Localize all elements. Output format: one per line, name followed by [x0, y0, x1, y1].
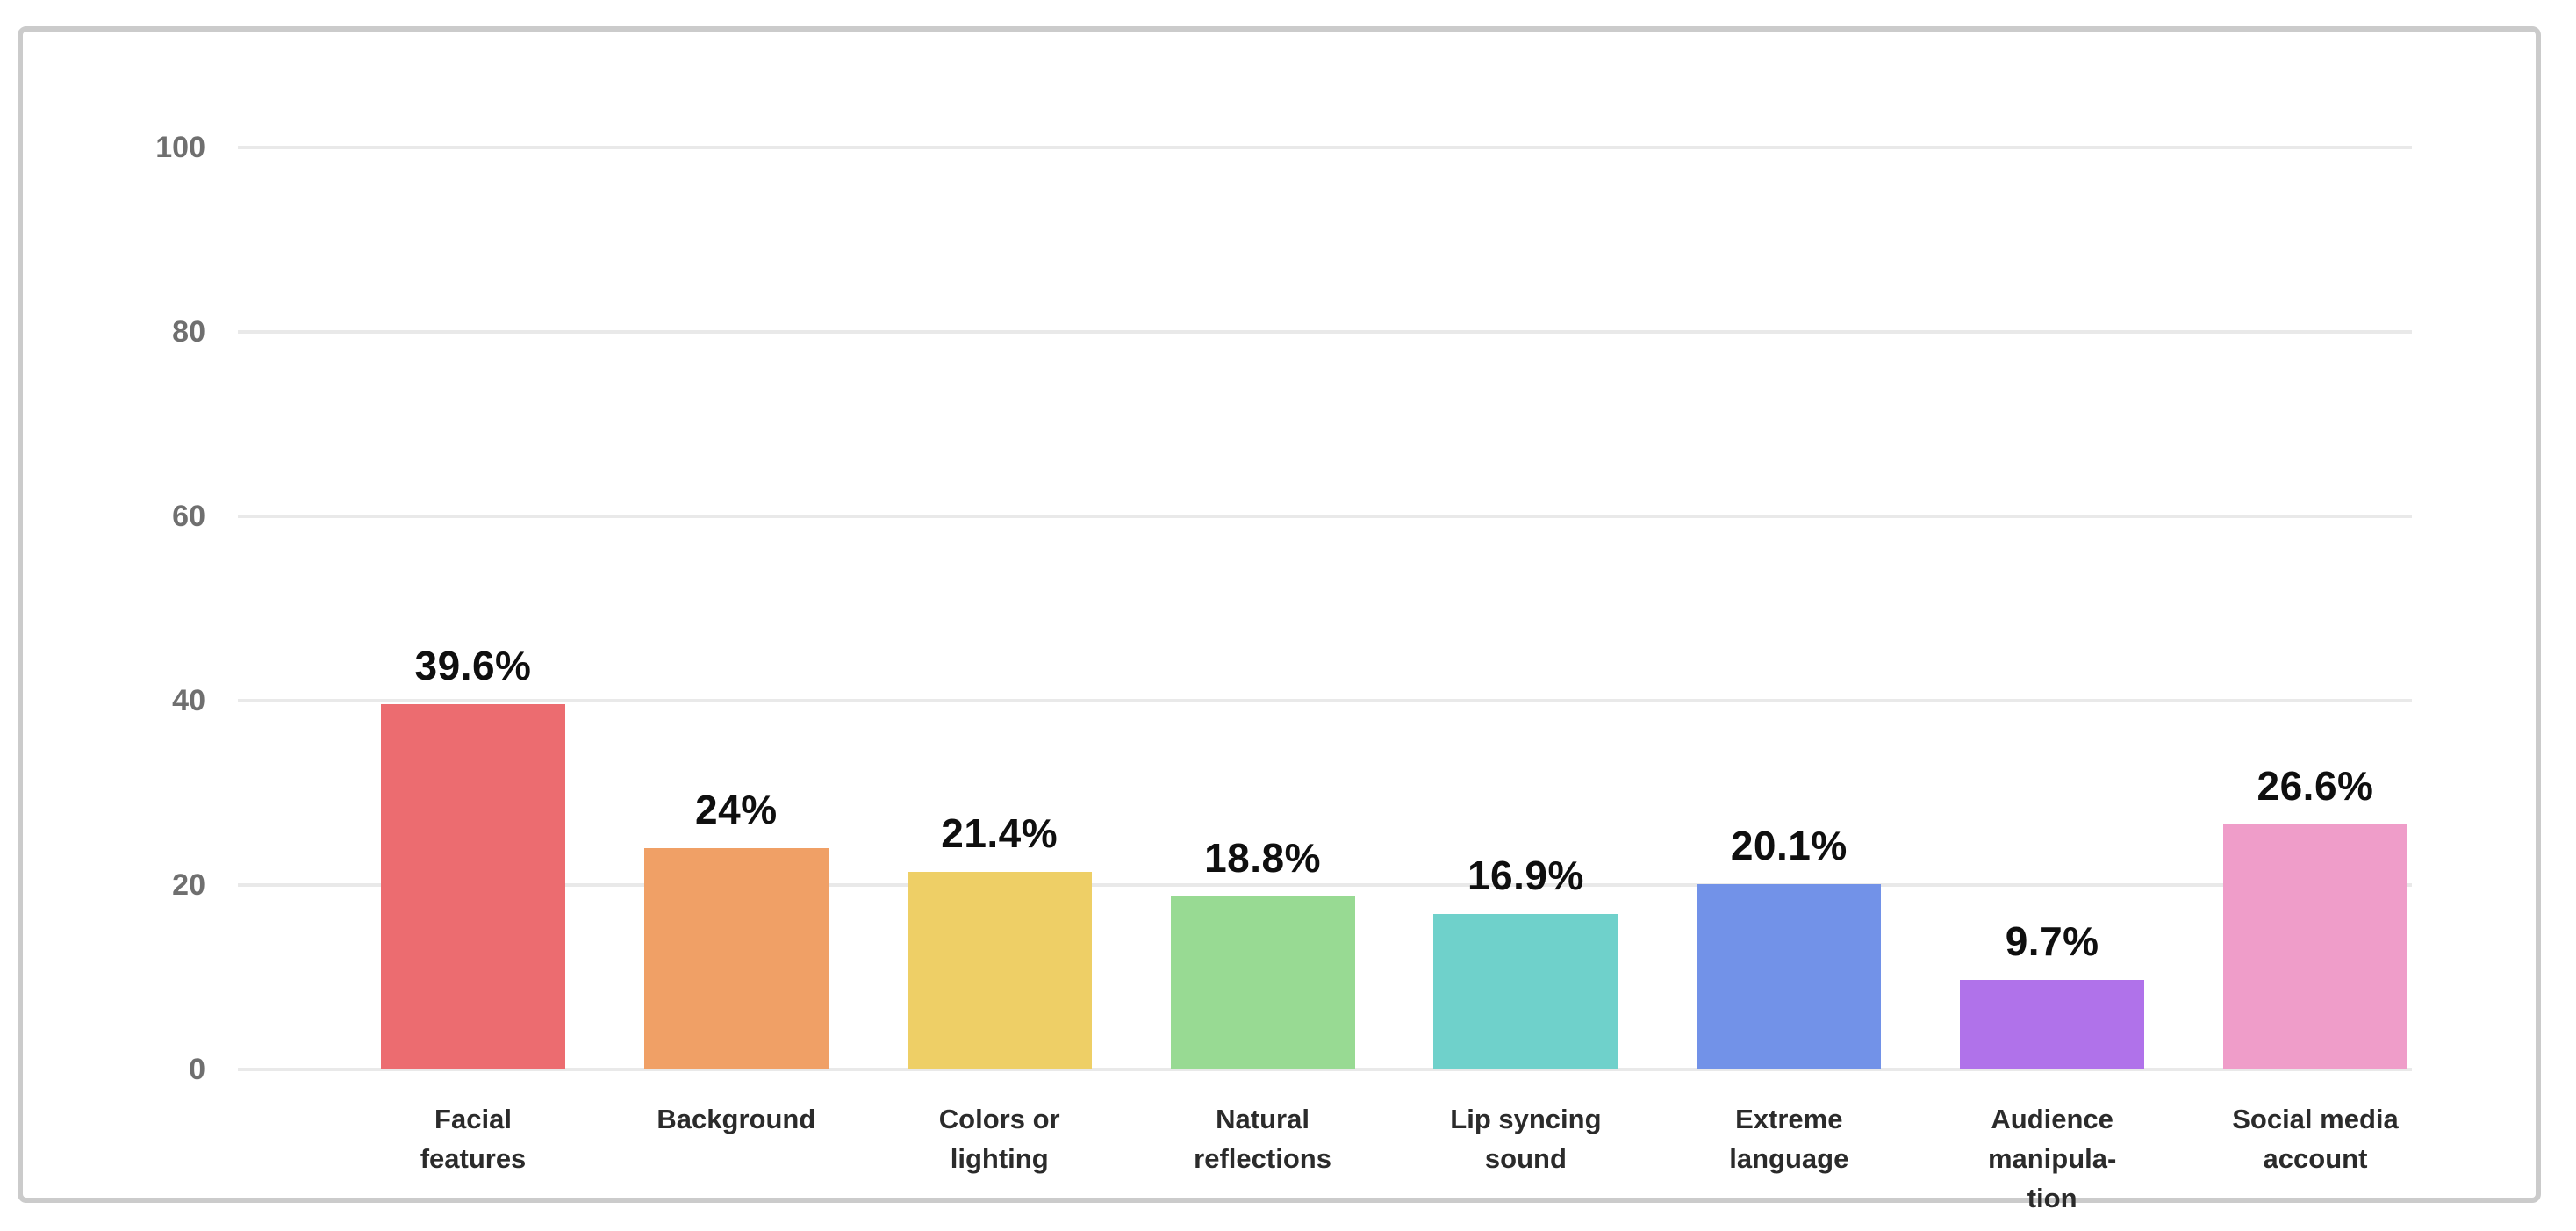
bar-value-label: 18.8% — [1204, 834, 1322, 881]
category-label-line: Facial — [434, 1104, 512, 1134]
y-axis-tick-label: 100 — [155, 131, 205, 164]
category-label-line: Audience — [1991, 1104, 2113, 1134]
category-label-line: Natural — [1216, 1104, 1310, 1134]
y-axis-tick-label: 20 — [172, 868, 205, 902]
category-label-line: Extreme — [1735, 1104, 1843, 1134]
bar-value-label: 24% — [695, 787, 778, 832]
category-label-line: Lip syncing — [1450, 1104, 1602, 1134]
category-label-line: Social media — [2232, 1104, 2399, 1134]
category-label-line: tion — [2027, 1183, 2077, 1213]
bar-colors-or-lighting — [907, 872, 1092, 1069]
category-label-line: reflections — [1194, 1143, 1331, 1174]
gridline-20 — [238, 883, 2412, 887]
bar-value-label: 9.7% — [2005, 918, 2099, 965]
bar-facial-features — [381, 704, 565, 1069]
category-label-line: Colors or — [938, 1104, 1060, 1134]
bar-value-label: 20.1% — [1730, 822, 1848, 868]
bar-social-media-account — [2222, 824, 2407, 1069]
gridline-60 — [238, 515, 2412, 518]
bar-category-label: Extreme language — [1648, 1099, 1929, 1178]
bar-chart-plot-area: 0 20 40 60 80 100 39.6% Facial features 24% Backg… — [28, 37, 2530, 1213]
category-label-line: account — [2263, 1143, 2368, 1174]
bar-category-label: Social media account — [2175, 1099, 2456, 1178]
chart-frame: 0 20 40 60 80 100 39.6% Facial features 24% Backg… — [18, 26, 2541, 1213]
y-axis-tick-label: 80 — [172, 315, 205, 349]
y-axis-tick-label: 60 — [172, 500, 205, 533]
category-label-line: manipula- — [1987, 1143, 2117, 1174]
bar-category-label: Audience manipula-tion — [1912, 1099, 2192, 1218]
bar-value-label: 21.4% — [941, 810, 1058, 857]
bar-category-label: Background — [596, 1099, 877, 1139]
category-label-line: features — [420, 1143, 527, 1174]
bar-background — [643, 848, 829, 1069]
bar-value-label: 39.6% — [414, 643, 532, 689]
bar-natural-reflections — [1170, 896, 1355, 1069]
category-label-line: sound — [1484, 1143, 1567, 1174]
gridline-0 — [238, 1068, 2412, 1071]
bar-audience-manipulation — [1960, 980, 2145, 1069]
category-label-line: Background — [657, 1104, 816, 1134]
bar-category-label: Colors or lighting — [859, 1099, 1140, 1178]
bar-extreme-language — [1697, 883, 1882, 1069]
y-axis-tick-label: 0 — [189, 1053, 205, 1086]
gridline-100 — [238, 146, 2412, 149]
category-label-line: language — [1729, 1143, 1849, 1174]
bar-lip-syncing-sound — [1433, 913, 1618, 1069]
bar-category-label: Lip syncing sound — [1385, 1099, 1666, 1178]
bar-value-label: 16.9% — [1467, 852, 1584, 898]
bar-category-label: Facial features — [333, 1099, 614, 1178]
y-axis-tick-label: 40 — [172, 684, 205, 717]
bar-category-label: Natural reflections — [1123, 1099, 1403, 1178]
category-label-line: lighting — [950, 1143, 1049, 1174]
gridline-40 — [238, 699, 2412, 702]
gridline-80 — [238, 330, 2412, 334]
bar-value-label: 26.6% — [2257, 762, 2374, 809]
